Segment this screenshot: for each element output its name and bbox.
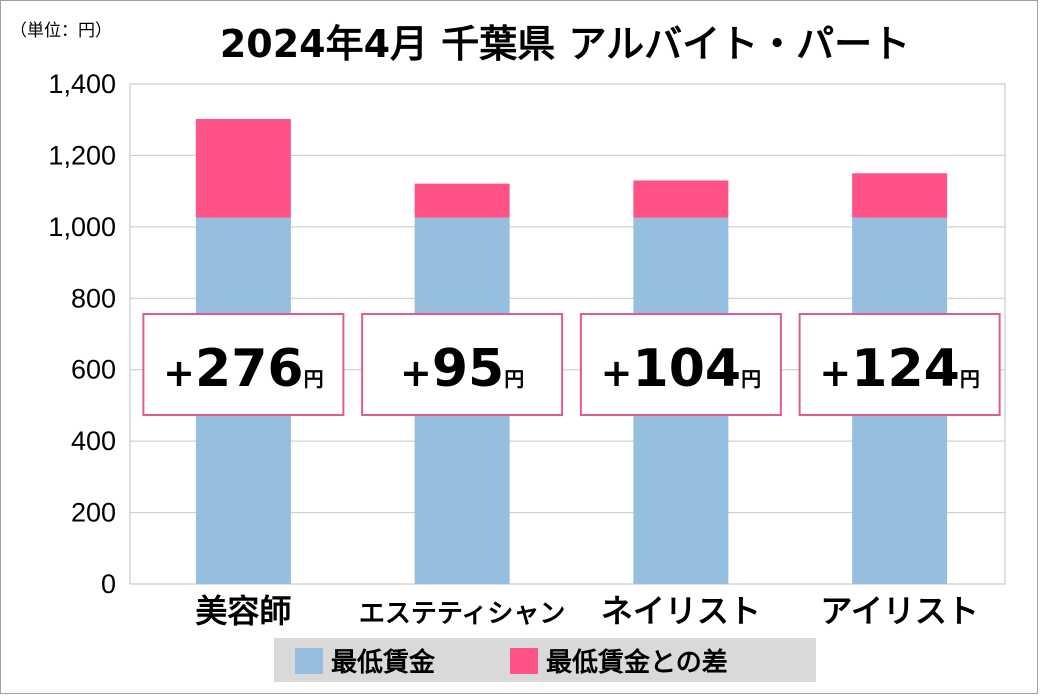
bar-difference: [195, 119, 291, 218]
difference-label-box: [579, 313, 782, 416]
y-tick-label: 1,200: [48, 140, 116, 170]
bar-difference: [852, 173, 948, 218]
bar-difference: [633, 180, 729, 218]
y-tick-label: 800: [71, 283, 116, 313]
difference-unit: 円: [960, 367, 980, 391]
legend: 最低賃金 最低賃金との差: [274, 638, 816, 682]
legend-swatch-difference: [510, 648, 538, 674]
difference-labels: +276円 +95円 +104円 +124円: [142, 313, 1001, 416]
legend-label: 最低賃金: [331, 647, 436, 678]
difference-value: 104: [633, 339, 742, 399]
difference-sign: +: [400, 351, 432, 395]
legend-swatch-minimum-wage: [295, 648, 323, 674]
legend-label: 最低賃金との差: [546, 647, 728, 678]
x-category-label: ネイリスト: [601, 592, 761, 630]
y-tick-label: 1,000: [48, 212, 116, 242]
difference-value: 276: [195, 339, 304, 399]
y-tick-label: 400: [71, 426, 116, 456]
difference-label-box: [798, 313, 1001, 416]
difference-unit: 円: [504, 367, 524, 391]
difference-sign: +: [163, 351, 195, 395]
unit-label: （単位：円）: [10, 21, 112, 41]
difference-unit: 円: [741, 367, 761, 391]
plot-area-border: [129, 83, 1006, 585]
y-tick-label: 0: [101, 569, 116, 599]
difference-unit: 円: [304, 367, 324, 391]
difference-sign: +: [819, 351, 851, 395]
x-axis-categories: 美容師 エステティシャン ネイリスト アイリスト: [195, 592, 978, 630]
chart-title: 2024年4月 千葉県 アルバイト・パート: [220, 22, 910, 66]
difference-label-box: [361, 313, 564, 416]
bar-difference: [414, 183, 510, 218]
y-tick-label: 600: [71, 355, 116, 385]
y-tick-label: 200: [71, 498, 116, 528]
difference-label-text: +124円: [819, 339, 979, 399]
difference-label-text: +276円: [163, 339, 323, 399]
difference-value: 95: [432, 339, 504, 399]
difference-value: 124: [851, 339, 960, 399]
x-category-label: エステティシャン: [359, 599, 565, 629]
difference-label-text: +95円: [400, 339, 524, 399]
legend-background: [274, 638, 816, 682]
difference-label-box: [142, 313, 345, 416]
x-category-label: アイリスト: [820, 592, 978, 630]
y-axis-ticks: 0 200 400 600 800 1,000 1,200 1,400: [48, 69, 116, 599]
difference-label-text: +104円: [601, 339, 761, 399]
y-tick-label: 1,400: [48, 69, 116, 99]
x-category-label: 美容師: [195, 592, 291, 630]
difference-sign: +: [601, 351, 633, 395]
